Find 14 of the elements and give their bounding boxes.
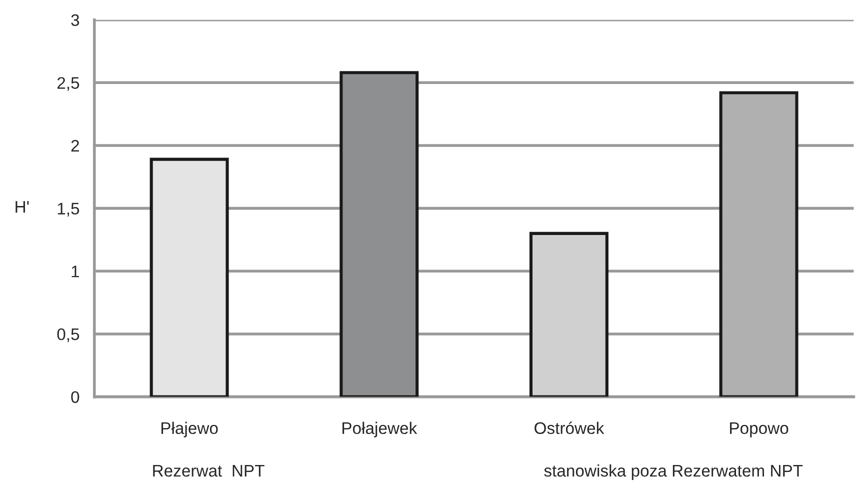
x-tick-label: Połajewek — [342, 422, 418, 438]
y-tick-label: 1 — [72, 266, 79, 278]
text: stanowiska poza Rezerwatem NPT — [544, 464, 803, 480]
text: Rezerwat NPT — [153, 465, 264, 477]
y-axis-title: H' — [16, 201, 29, 213]
y-tick-label: 2,5 — [57, 77, 80, 91]
y-tick-label: 2 — [71, 140, 79, 152]
y-tick-label: 1,5 — [58, 202, 80, 216]
y-tick-label: 0,5 — [57, 328, 80, 342]
y-tick-label: 3 — [71, 14, 80, 26]
y-tick-label: 0 — [71, 391, 80, 404]
x-tick-label: Płajewo — [161, 422, 218, 438]
x-tick-label: Ostrówek — [534, 422, 604, 434]
x-tick-label: Popowo — [730, 422, 788, 438]
